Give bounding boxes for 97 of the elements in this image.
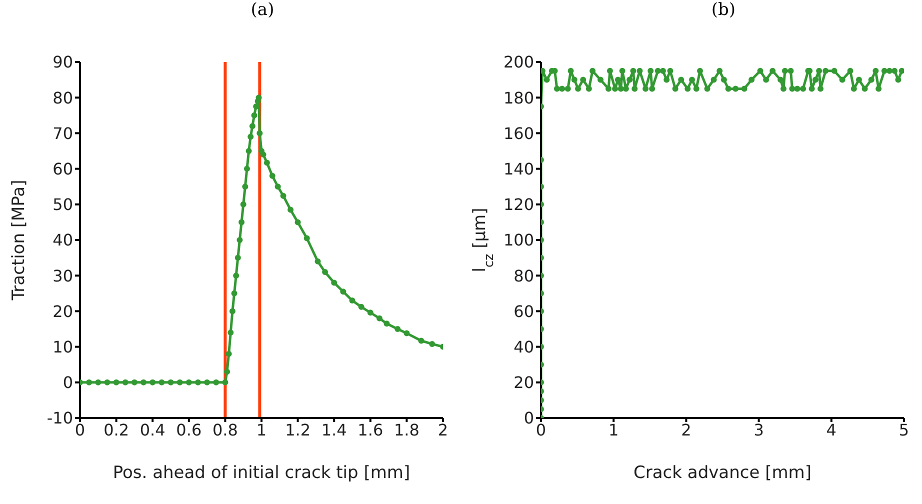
y-tick-label: 10	[52, 337, 73, 356]
x-tick-label: 0.4	[140, 420, 166, 440]
point	[158, 379, 165, 386]
point	[242, 184, 248, 190]
point	[251, 112, 258, 118]
y-tick-label: 20	[52, 302, 73, 321]
point	[404, 330, 410, 336]
point	[150, 379, 156, 386]
point	[280, 192, 286, 199]
y-tick-label: 50	[52, 195, 73, 214]
point	[229, 308, 236, 314]
point	[331, 280, 338, 286]
point	[186, 379, 192, 386]
point	[238, 219, 245, 226]
point	[226, 350, 232, 357]
point	[367, 310, 374, 316]
point	[376, 315, 382, 322]
y-tick-label: 90	[52, 52, 73, 72]
point	[349, 298, 356, 304]
y-tick-label: 100	[503, 230, 534, 250]
point	[168, 379, 174, 386]
x-tick-label: 0	[74, 420, 86, 440]
point	[222, 379, 228, 386]
x-tick-label: 2	[681, 420, 692, 440]
point	[228, 330, 234, 336]
y-tick-label: 200	[503, 52, 534, 72]
x-axis-title: Crack advance [mm]	[634, 463, 812, 483]
y-tick-label: 60	[52, 159, 73, 178]
point	[394, 326, 401, 332]
y-tick-label: -10	[46, 408, 73, 428]
y-tick-label: 70	[52, 124, 73, 143]
chart-title: (a)	[250, 0, 276, 20]
point	[86, 379, 92, 386]
point	[140, 379, 147, 386]
point	[269, 172, 276, 179]
point	[304, 235, 310, 242]
x-tick-label: 1.6	[358, 420, 384, 440]
y-axis-title: Traction [MPa]	[9, 180, 29, 302]
point	[176, 379, 183, 386]
point	[231, 290, 238, 296]
point	[194, 379, 201, 386]
point	[256, 130, 263, 136]
y-tick-label: 40	[514, 337, 534, 356]
x-tick-label: 0.2	[104, 420, 130, 440]
point	[113, 379, 120, 386]
point	[236, 237, 243, 243]
point	[264, 160, 270, 166]
x-tick-label: 1.2	[285, 420, 311, 440]
y-tick-label: 20	[514, 373, 534, 392]
point	[294, 219, 301, 226]
y-tick-label: 120	[503, 195, 534, 214]
x-tick-label: 1.8	[394, 420, 420, 440]
x-tick-label: 5	[898, 420, 910, 440]
point	[358, 304, 364, 310]
point	[104, 379, 110, 386]
point	[249, 123, 256, 130]
x-tick-label: 1.4	[321, 420, 347, 440]
x-tick-label: 0.8	[212, 420, 238, 440]
chart-title: (b)	[710, 0, 737, 20]
point	[234, 254, 241, 261]
y-tick-label: 140	[503, 159, 534, 178]
point	[233, 272, 240, 279]
x-tick-label: 3	[754, 420, 764, 440]
x-tick-label: 4	[826, 420, 836, 440]
y-tick-label: 180	[503, 88, 534, 108]
y-tick-label: 40	[52, 230, 73, 250]
point	[240, 201, 246, 208]
point	[260, 152, 266, 158]
y-tick-label: 80	[514, 266, 534, 286]
point	[246, 148, 252, 154]
point	[95, 379, 102, 386]
x-axis-title: Pos. ahead of initial crack tip [mm]	[112, 463, 410, 483]
x-tick-label: 0.6	[176, 420, 202, 440]
point	[224, 368, 230, 375]
point	[322, 269, 328, 276]
y-tick-label: 60	[514, 302, 534, 321]
y-tick-label: 0	[62, 373, 73, 392]
point	[288, 206, 294, 213]
y-tick-label: 80	[52, 88, 73, 108]
point	[418, 338, 424, 344]
point	[384, 320, 390, 327]
point	[244, 166, 250, 172]
x-tick-label: 1	[256, 420, 267, 440]
point	[429, 340, 436, 347]
point	[213, 379, 220, 386]
point	[204, 379, 210, 386]
point	[122, 379, 128, 386]
y-tick-label: 160	[503, 124, 534, 143]
point	[274, 184, 281, 190]
point	[340, 288, 346, 295]
point	[248, 134, 254, 140]
x-tick-label: 2	[438, 420, 448, 440]
x-tick-label: 1	[608, 420, 619, 440]
point	[131, 379, 138, 386]
y-tick-label: 30	[52, 266, 73, 286]
point	[314, 258, 321, 264]
x-tick-label: 0	[536, 420, 546, 440]
